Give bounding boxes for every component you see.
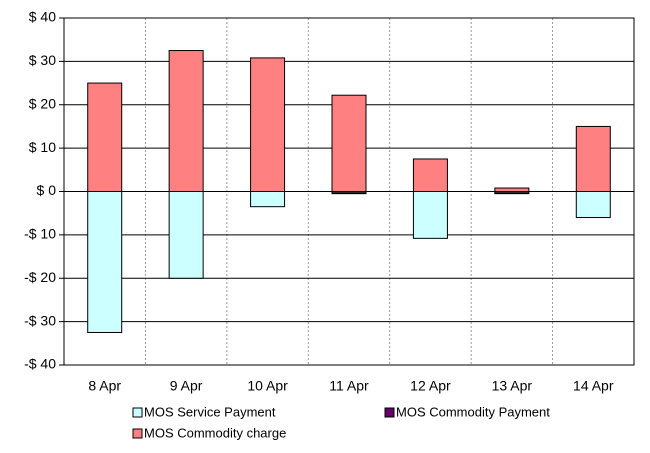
bar — [87, 191, 123, 333]
x-tick-label: 11 Apr — [329, 378, 369, 394]
bar — [575, 191, 611, 219]
bar — [87, 82, 123, 192]
bar — [331, 192, 367, 195]
y-tick-label: $ 40 — [29, 9, 56, 25]
bar — [250, 57, 286, 192]
y-tick-label: -$ 30 — [24, 312, 56, 328]
legend-swatch — [132, 407, 143, 418]
legend-label: MOS Commodity charge — [144, 425, 286, 440]
x-tick-label: 14 Apr — [573, 378, 614, 394]
legend-swatch — [132, 428, 143, 439]
x-tick-label: 8 Apr — [88, 378, 121, 394]
y-tick-label: -$ 20 — [24, 269, 56, 285]
x-tick-label: 9 Apr — [170, 378, 203, 394]
y-tick-label: $ 20 — [29, 95, 56, 111]
x-tick-label: 12 Apr — [410, 378, 451, 394]
x-tick-label: 13 Apr — [492, 378, 533, 394]
bar — [494, 187, 530, 192]
y-tick-label: -$ 10 — [24, 226, 56, 242]
bar — [168, 50, 204, 192]
bar — [168, 191, 204, 279]
y-tick-label: $ 0 — [37, 182, 57, 198]
bar — [412, 158, 448, 192]
plot-frame — [63, 17, 635, 366]
bar — [575, 125, 611, 192]
legend-label: MOS Service Payment — [144, 404, 276, 419]
bar — [412, 191, 448, 239]
y-tick-label: $ 10 — [29, 139, 56, 155]
bar — [250, 191, 286, 208]
bar — [494, 192, 530, 195]
legend-label: MOS Commodity Payment — [396, 404, 550, 419]
x-tick-label: 10 Apr — [247, 378, 288, 394]
bar — [331, 94, 367, 192]
y-tick-label: $ 30 — [29, 52, 56, 68]
legend-swatch — [384, 407, 395, 418]
y-tick-label: -$ 40 — [24, 356, 56, 372]
